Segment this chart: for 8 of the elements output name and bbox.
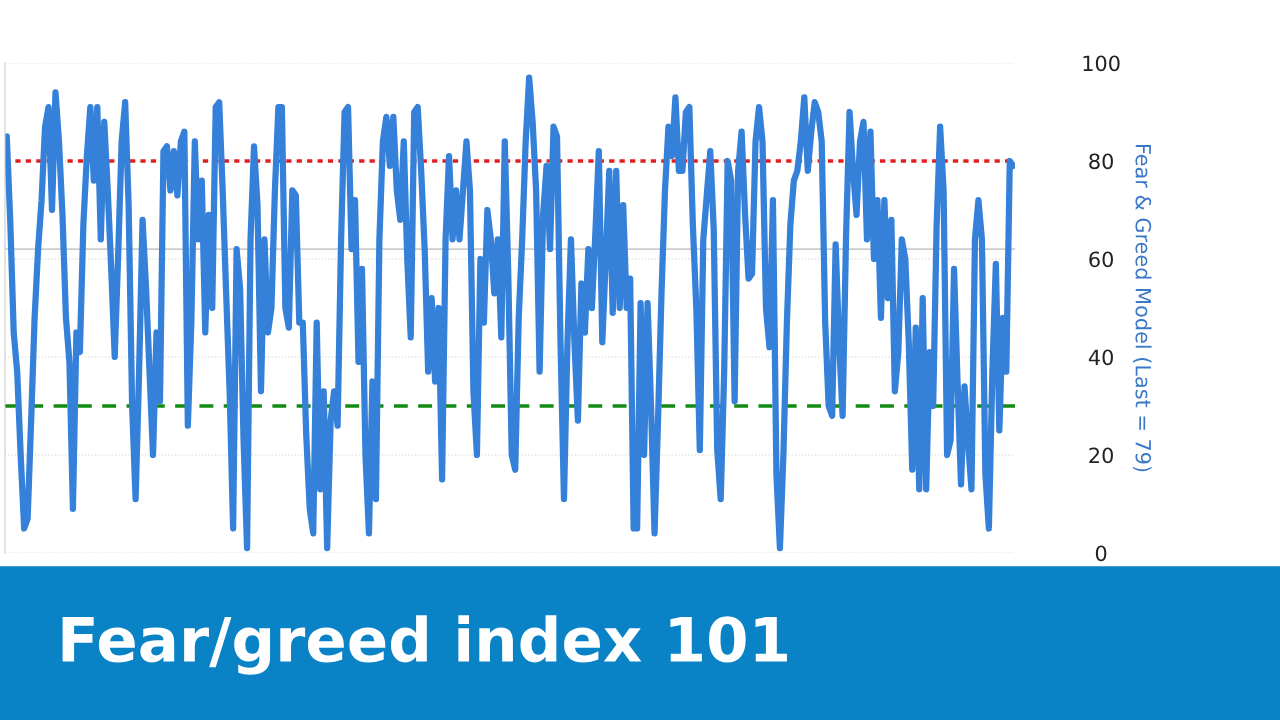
y-tick-label: 0 (1095, 545, 1107, 562)
y-tick-label: 40 (1088, 349, 1113, 366)
y-axis-title: Fear & Greed Model (Last = 79) (1132, 144, 1152, 472)
text: Fear/greed index 101 (62, 615, 787, 675)
y-tick-label: 80 (1089, 153, 1113, 170)
y-tick-label: 60 (1089, 251, 1113, 268)
y-tick-label: 100 (1083, 55, 1120, 72)
y-tick-label: 20 (1089, 447, 1113, 464)
